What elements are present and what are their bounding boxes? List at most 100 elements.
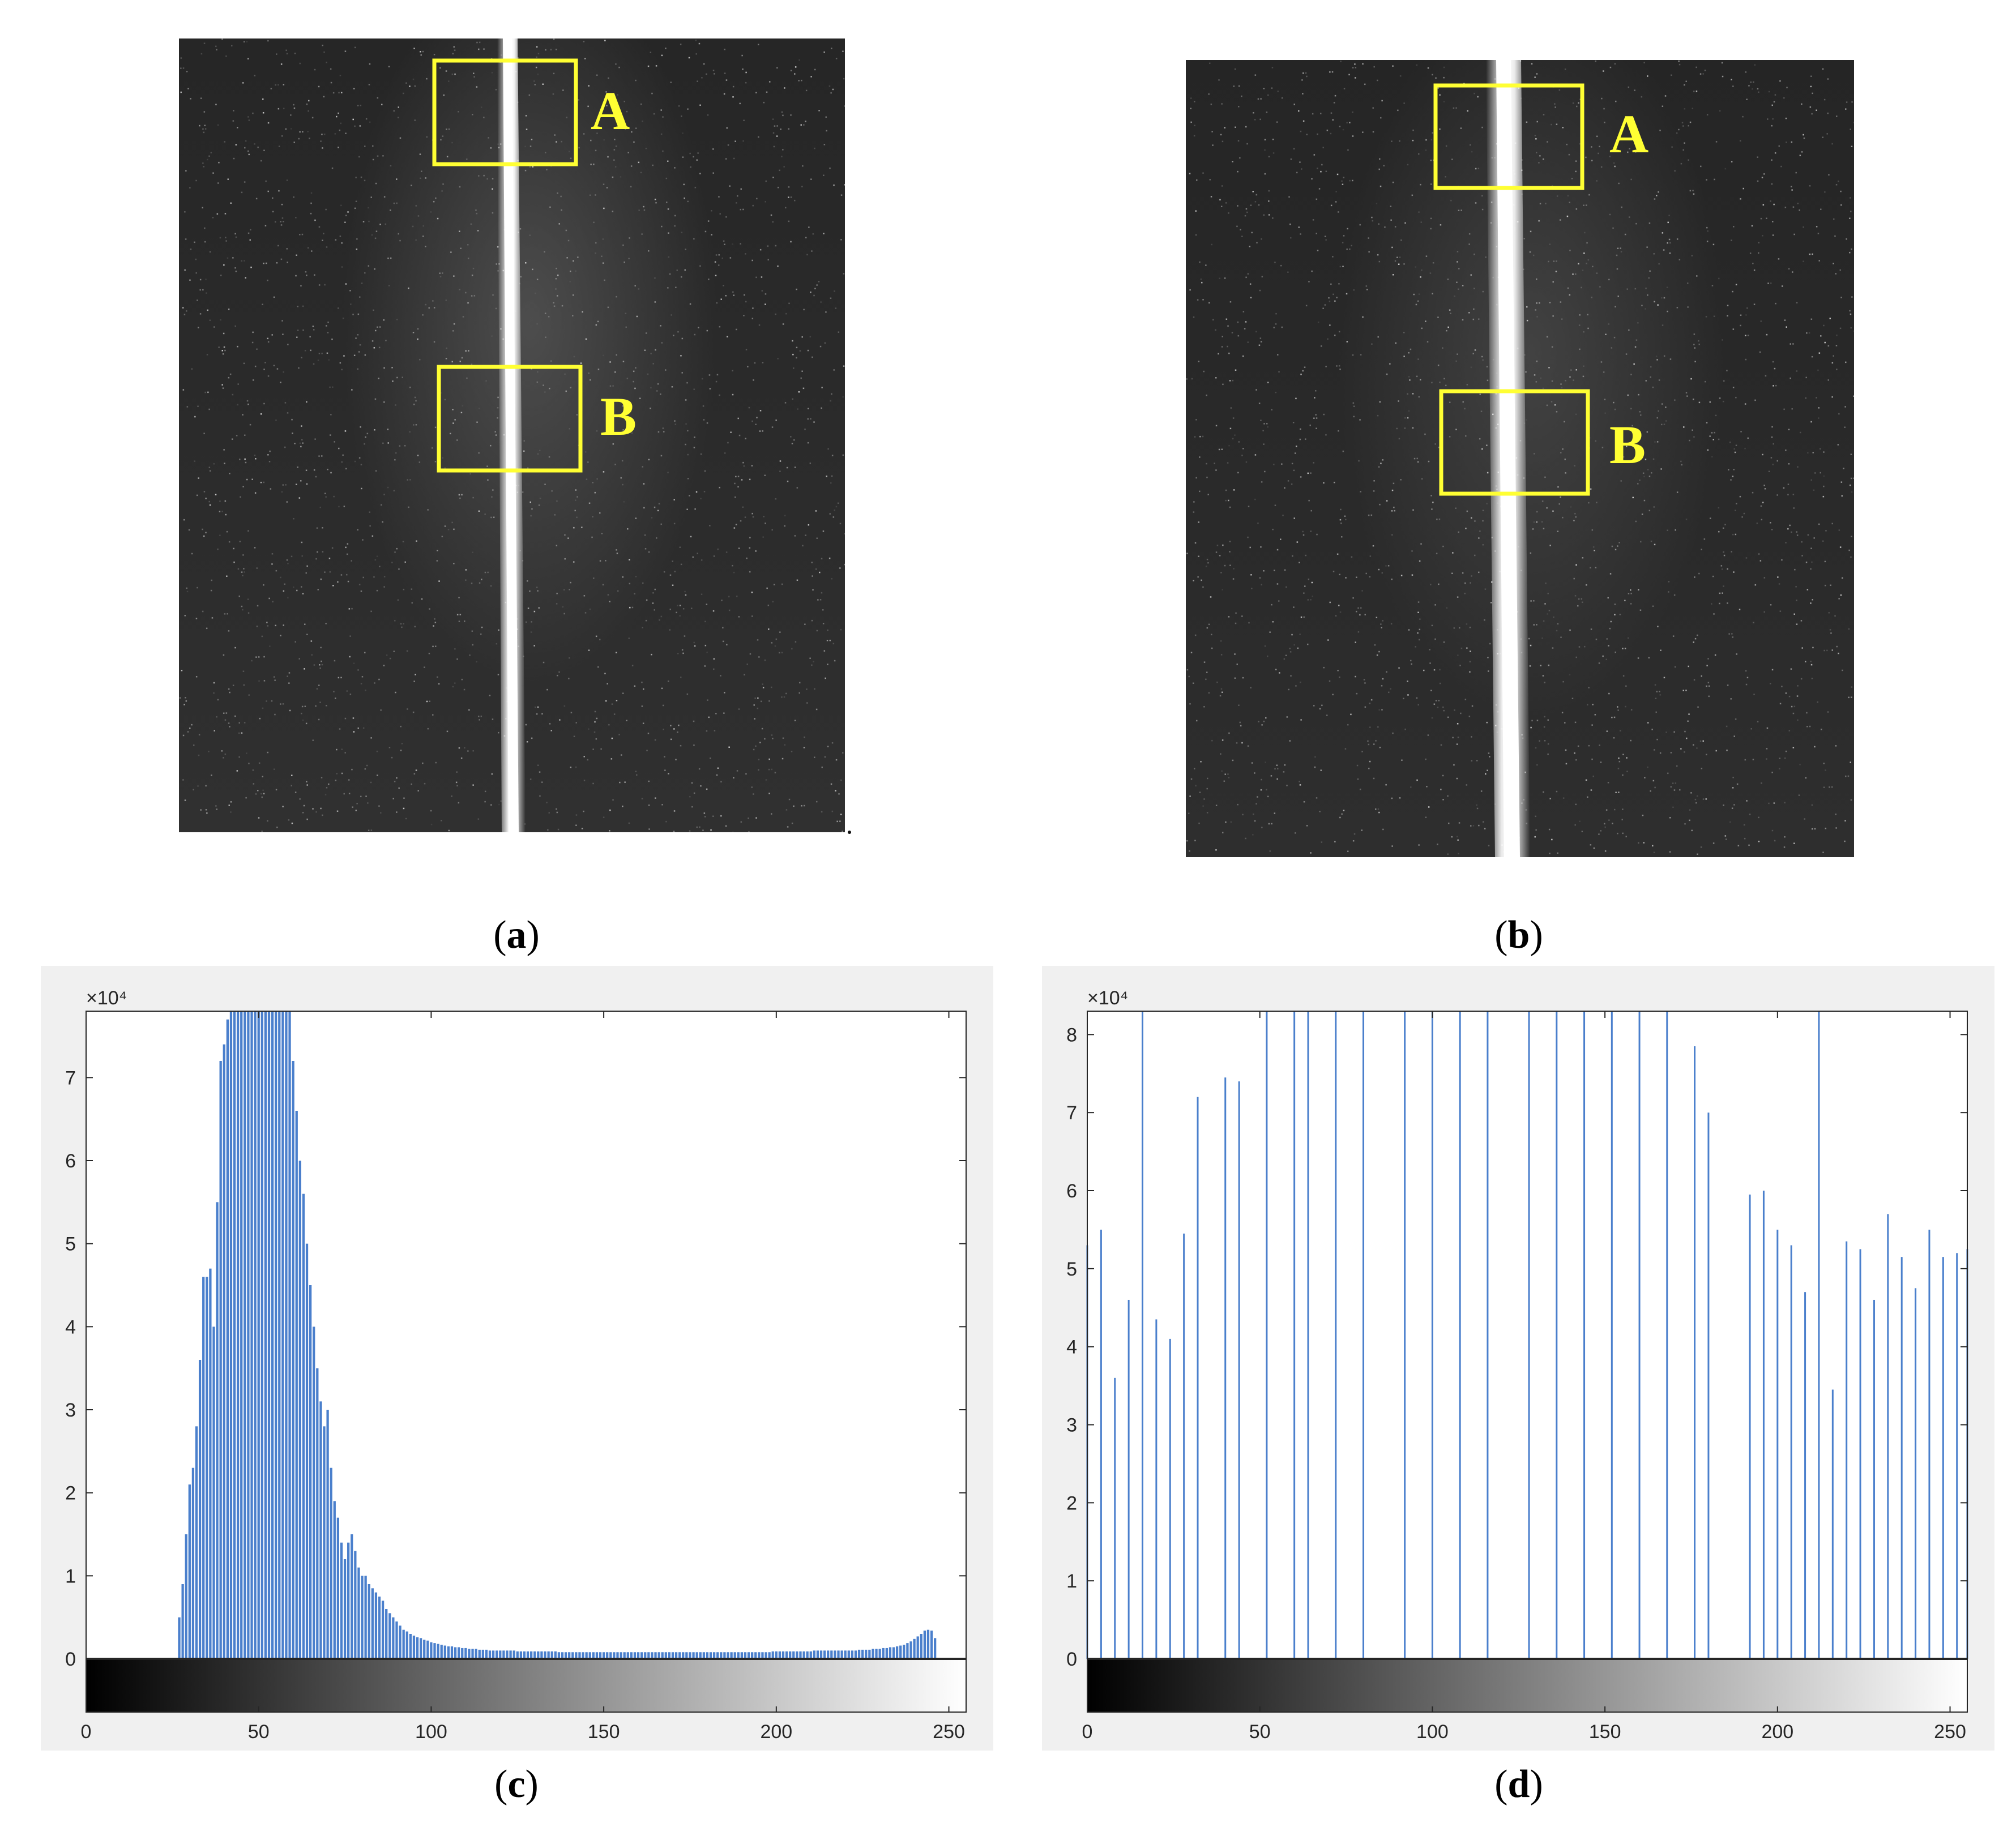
bar <box>523 1651 526 1659</box>
bar <box>244 1011 246 1659</box>
y-tick-label: 4 <box>65 1316 76 1338</box>
bar <box>674 1652 678 1659</box>
bar <box>685 1652 688 1659</box>
bar <box>806 1651 809 1659</box>
bar <box>695 1652 698 1659</box>
bar <box>374 1592 378 1659</box>
bar <box>840 1650 843 1659</box>
bar <box>585 1652 588 1659</box>
bar <box>267 1011 271 1659</box>
bar <box>216 1202 219 1659</box>
bar <box>713 1652 716 1659</box>
bar <box>872 1649 874 1659</box>
bar <box>392 1617 395 1659</box>
x-tick-label: 50 <box>248 1721 270 1743</box>
bar <box>633 1652 637 1659</box>
bar <box>865 1649 868 1659</box>
bar <box>288 1011 291 1659</box>
bar <box>302 1193 305 1659</box>
bar <box>264 1011 267 1659</box>
bar <box>899 1645 902 1659</box>
bar <box>468 1649 471 1659</box>
bar <box>519 1651 522 1659</box>
bar <box>771 1651 774 1659</box>
bar <box>250 1011 253 1659</box>
bar <box>275 1011 277 1659</box>
bar <box>847 1650 850 1659</box>
bar <box>405 1631 408 1659</box>
bar <box>371 1588 374 1659</box>
bar <box>923 1631 926 1659</box>
bar <box>613 1652 616 1659</box>
bar <box>823 1650 826 1659</box>
x-tick-label: 250 <box>1934 1721 1966 1743</box>
label-b: (b) <box>1494 913 1543 957</box>
bar <box>458 1647 460 1659</box>
bar <box>851 1650 854 1659</box>
bar <box>661 1652 664 1659</box>
bar <box>709 1652 712 1659</box>
bar <box>1583 1011 1586 1659</box>
bar <box>892 1647 895 1659</box>
box-b-label: B <box>1609 414 1646 475</box>
x-tick-label: 200 <box>1761 1721 1793 1743</box>
bar <box>544 1651 546 1659</box>
spray-glow <box>343 38 717 684</box>
bar <box>316 1368 319 1659</box>
bar <box>799 1651 802 1659</box>
y-tick-label: 6 <box>65 1150 76 1172</box>
bar <box>347 1542 350 1659</box>
bar <box>430 1642 433 1659</box>
bar <box>219 1061 222 1659</box>
bar <box>751 1652 754 1659</box>
bar <box>1776 1229 1779 1659</box>
bar <box>437 1644 439 1659</box>
bar <box>830 1650 833 1659</box>
bar <box>416 1637 419 1659</box>
bar <box>240 1011 243 1659</box>
bar <box>785 1651 788 1659</box>
bar <box>796 1651 798 1659</box>
box-a <box>432 58 578 166</box>
bar <box>336 1517 340 1659</box>
bar <box>343 1559 347 1659</box>
label-c: (c) <box>494 1762 539 1806</box>
y-tick-label: 2 <box>65 1483 76 1504</box>
bar <box>478 1649 481 1659</box>
bar <box>678 1652 681 1659</box>
spray-glow <box>1339 60 1724 717</box>
bar <box>844 1650 847 1659</box>
x-tick-label: 250 <box>933 1721 965 1743</box>
box-b <box>1439 389 1590 496</box>
bar <box>747 1652 750 1659</box>
bar <box>354 1551 357 1659</box>
bar <box>816 1650 819 1659</box>
bar <box>671 1652 674 1659</box>
bar <box>651 1652 654 1659</box>
bar <box>260 1011 263 1659</box>
bar <box>809 1651 812 1659</box>
bar <box>716 1652 719 1659</box>
bars <box>178 1011 937 1659</box>
bar <box>1749 1194 1751 1659</box>
histogram-c: 0 1 2 3 4 5 6 7 0 50 100 150 200 250 ×10⁴ <box>41 966 993 1751</box>
bar <box>212 1327 215 1659</box>
bar <box>364 1576 367 1659</box>
bar <box>1266 1011 1268 1659</box>
bar <box>668 1652 671 1659</box>
bar <box>1804 1292 1806 1659</box>
bar <box>740 1652 744 1659</box>
bar <box>423 1640 426 1659</box>
bar <box>191 1467 195 1659</box>
bar <box>537 1651 540 1659</box>
bar <box>512 1650 515 1659</box>
bar <box>626 1652 629 1659</box>
bar <box>471 1649 474 1659</box>
bar <box>592 1652 595 1659</box>
bar <box>499 1650 502 1659</box>
bar <box>295 1111 298 1659</box>
speckle-noise <box>179 38 845 832</box>
bar <box>1114 1377 1116 1659</box>
bar <box>185 1534 187 1659</box>
bar <box>1459 1011 1461 1659</box>
